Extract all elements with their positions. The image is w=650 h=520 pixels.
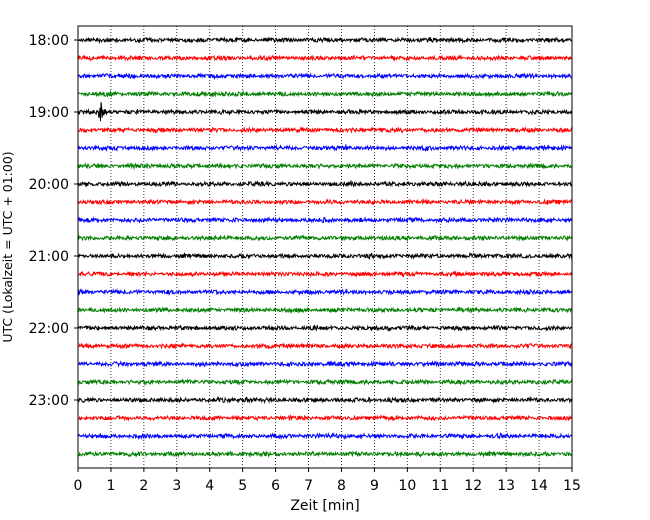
trace-group (77, 36, 573, 459)
trace-line (77, 413, 573, 422)
trace-line (77, 377, 573, 386)
y-tick-label: 20:00 (29, 177, 69, 193)
trace-line (77, 162, 573, 171)
trace-line (77, 72, 573, 81)
trace-line (77, 234, 573, 243)
x-tick-label: 12 (464, 478, 482, 494)
trace-line (77, 198, 573, 206)
trace-line (77, 324, 573, 332)
trace-line (77, 360, 573, 368)
y-tick-label: 18:00 (29, 33, 69, 49)
trace-line (77, 431, 573, 441)
y-tick-label: 21:00 (29, 249, 69, 265)
trace-line (77, 395, 573, 404)
x-tick-label: 13 (497, 478, 515, 494)
y-tick-label: 23:00 (29, 393, 69, 409)
x-tick-label: 4 (205, 478, 214, 494)
trace-line (77, 126, 573, 135)
x-tick-label: 2 (139, 478, 148, 494)
x-tick-label: 6 (271, 478, 280, 494)
x-tick-label: 11 (431, 478, 449, 494)
x-tick-label: 9 (370, 478, 379, 494)
x-tick-label: 1 (106, 478, 115, 494)
x-axis-label: Zeit [min] (290, 498, 359, 514)
x-tick-label: 7 (304, 478, 313, 494)
x-tick-label: 10 (398, 478, 416, 494)
trace-line (77, 54, 573, 63)
x-axis: 0 1 2 3 4 5 6 7 8 9 10 11 12 13 14 15 (74, 468, 581, 494)
x-tick-label: 14 (530, 478, 548, 494)
plot-frame (77, 25, 573, 469)
y-axis: 18:00 19:00 20:00 21:00 22:00 23:00 (29, 33, 78, 409)
trace-line (77, 216, 573, 224)
trace-line (77, 306, 573, 314)
y-tick-label: 22:00 (29, 321, 69, 337)
trace-line (77, 341, 573, 350)
trace-line (77, 36, 573, 45)
y-axis-label: UTC (Lokalzeit = UTC + 01:00) (0, 151, 15, 342)
x-tick-label: 15 (563, 478, 581, 494)
trace-line (77, 89, 573, 98)
trace-line (77, 179, 573, 188)
trace-line (77, 449, 573, 459)
x-tick-label: 0 (74, 478, 83, 494)
x-tick-label: 3 (172, 478, 181, 494)
x-tick-label: 8 (337, 478, 346, 494)
trace-line (77, 270, 573, 278)
y-tick-label: 19:00 (29, 105, 69, 121)
x-tick-label: 5 (238, 478, 247, 494)
trace-line (77, 288, 573, 297)
trace-line (77, 251, 573, 261)
trace-line (77, 102, 573, 122)
trace-line (77, 143, 573, 153)
